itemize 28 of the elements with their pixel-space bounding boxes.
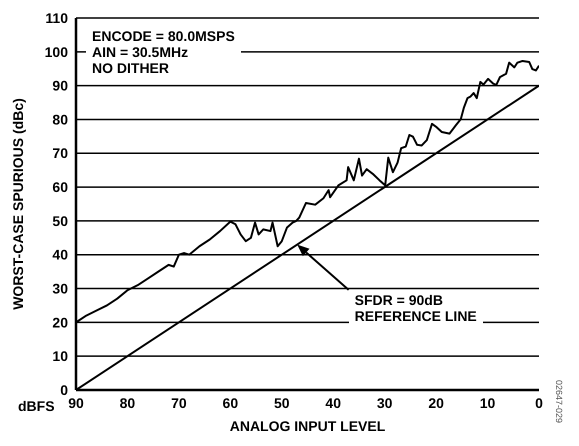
y-tick-label: 10 xyxy=(52,348,68,364)
y-axis-title: WORST-CASE SPURIOUS (dBc) xyxy=(10,98,26,310)
y-tick-label: 50 xyxy=(52,212,68,229)
annotation: ENCODE = 80.0MSPS AIN = 30.5MHz NO DITHER xyxy=(86,28,241,76)
x-tick-label: 90 xyxy=(68,394,84,411)
y-tick-label: 30 xyxy=(52,280,68,297)
x-tick-label: 70 xyxy=(171,394,187,411)
text: 02647-029 xyxy=(553,380,565,424)
y-tick-label: 70 xyxy=(52,145,68,162)
y-tick-label: 40 xyxy=(52,246,68,263)
y-tick-label: 110 xyxy=(45,10,68,26)
x-tick-label: 10 xyxy=(480,394,496,411)
x-tick-label: 0 xyxy=(535,394,544,411)
x-tick-label: 20 xyxy=(428,394,444,411)
y-tick-label: 20 xyxy=(52,314,68,330)
y-tick-label: 0 xyxy=(60,382,68,398)
x-tick-label: 60 xyxy=(222,394,238,411)
annotation: SFDR = 90dB REFERENCE LINE xyxy=(348,292,483,324)
x-tick-label: 80 xyxy=(120,394,136,411)
x-tick-label: 50 xyxy=(274,394,290,411)
y-tick-label: 80 xyxy=(52,111,68,128)
y-tick-label: 90 xyxy=(52,78,68,94)
y-tick-label: 100 xyxy=(44,44,68,60)
x-tick-label: 30 xyxy=(376,394,393,411)
x-axis-title: ANALOG INPUT LEVEL xyxy=(230,418,386,434)
x-tick-label: 40 xyxy=(325,394,342,411)
text: dBFS xyxy=(18,398,55,414)
y-tick-label: 60 xyxy=(52,179,68,196)
